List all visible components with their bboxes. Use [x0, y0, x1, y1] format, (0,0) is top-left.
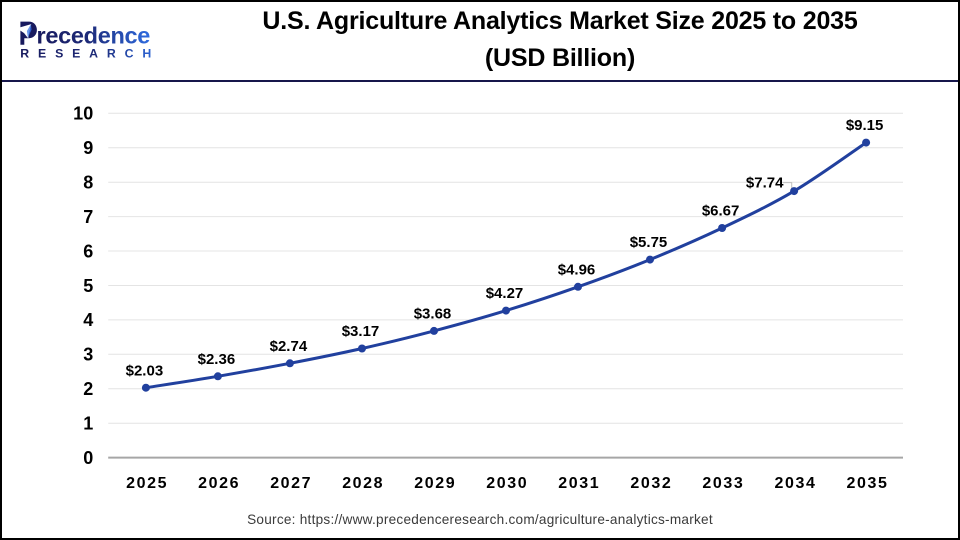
- svg-text:$6.67: $6.67: [702, 203, 740, 220]
- svg-text:9: 9: [83, 138, 93, 158]
- svg-text:4: 4: [83, 310, 93, 330]
- svg-text:2: 2: [83, 379, 93, 399]
- svg-text:10: 10: [73, 104, 93, 124]
- svg-text:2031: 2031: [558, 475, 600, 492]
- svg-text:2026: 2026: [198, 475, 240, 492]
- svg-text:$2.03: $2.03: [126, 362, 164, 379]
- svg-text:RESEARCH: RESEARCH: [20, 46, 157, 60]
- svg-text:2033: 2033: [702, 475, 744, 492]
- svg-text:2030: 2030: [486, 475, 528, 492]
- svg-text:3: 3: [83, 345, 93, 365]
- svg-text:2028: 2028: [342, 475, 384, 492]
- svg-text:2035: 2035: [847, 475, 889, 492]
- svg-text:$4.27: $4.27: [486, 285, 524, 302]
- svg-text:$7.74: $7.74: [746, 175, 784, 192]
- svg-text:2029: 2029: [414, 475, 456, 492]
- svg-text:2032: 2032: [630, 475, 672, 492]
- svg-text:0: 0: [83, 448, 93, 468]
- svg-text:7: 7: [83, 207, 93, 227]
- svg-text:5: 5: [83, 276, 93, 296]
- svg-text:1: 1: [83, 414, 93, 434]
- svg-text:2027: 2027: [270, 475, 312, 492]
- svg-text:$3.17: $3.17: [342, 323, 380, 340]
- svg-text:recedence: recedence: [37, 23, 151, 49]
- svg-text:2025: 2025: [126, 475, 168, 492]
- svg-text:2034: 2034: [775, 475, 817, 492]
- svg-text:8: 8: [83, 173, 93, 193]
- svg-text:6: 6: [83, 241, 93, 261]
- svg-text:$2.74: $2.74: [270, 338, 308, 355]
- svg-text:$4.96: $4.96: [558, 261, 596, 278]
- svg-text:$9.15: $9.15: [846, 117, 884, 134]
- svg-text:$5.75: $5.75: [630, 234, 668, 251]
- svg-text:$3.68: $3.68: [414, 306, 452, 323]
- svg-text:$2.36: $2.36: [198, 351, 236, 368]
